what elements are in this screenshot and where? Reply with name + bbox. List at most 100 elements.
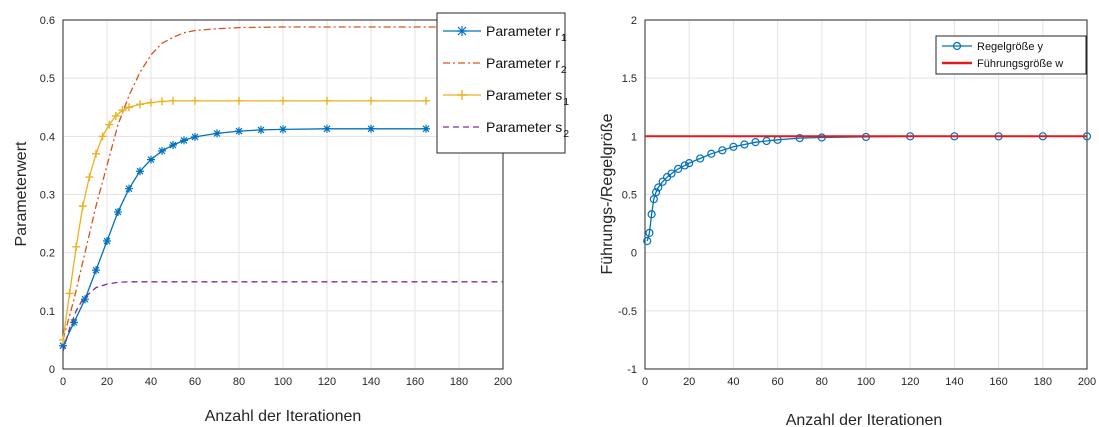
left-data-point	[114, 207, 122, 216]
left-xtick: 40	[145, 376, 157, 388]
left-data-point	[191, 96, 199, 105]
right-data-point	[647, 210, 656, 219]
right-legend-label: Führungsgröße w	[977, 58, 1063, 70]
left-data-point	[105, 120, 114, 129]
left-ytick: 0.3	[40, 190, 55, 202]
left-axes-box	[62, 19, 504, 370]
left-ytick: 0.6	[40, 15, 55, 27]
left-series-3	[62, 281, 503, 352]
left-ylabel: Parameterwert	[13, 141, 30, 246]
right-data-point	[740, 140, 749, 149]
right-ytick: -0.5	[618, 306, 637, 318]
right-data-point	[651, 188, 661, 197]
left-xtick: 180	[450, 376, 468, 388]
left-data-point	[213, 129, 221, 138]
undefined-legend-subscript: 1	[561, 32, 567, 44]
left-data-point	[422, 96, 430, 105]
left-data-point	[235, 127, 243, 136]
left-plot: 0 20 40 60 80 100 120 140 160 180 200 0 0.1 0.2 0.3 0.4…	[40, 12, 569, 388]
right-data-point	[751, 138, 760, 147]
left-data-point	[85, 173, 94, 182]
left-data-point	[367, 124, 375, 133]
left-xtick: 80	[233, 376, 245, 388]
left-data-point	[180, 136, 188, 145]
left-data-point	[136, 167, 144, 176]
right-data-point	[685, 158, 694, 168]
left-data-point	[367, 96, 375, 105]
left-legend-box	[436, 12, 566, 154]
left-data-point	[235, 96, 243, 105]
right-data-point	[658, 177, 667, 186]
left-data-point	[147, 155, 155, 164]
left-data-point	[92, 266, 100, 275]
left-data-point	[169, 96, 177, 105]
left-data-point	[279, 96, 287, 105]
left-series-0	[59, 124, 430, 350]
right-data-point	[674, 164, 683, 174]
left-legend-label: Parameter r1	[486, 23, 567, 44]
right-ytick: 0.5	[622, 190, 637, 202]
right-xtick: 200	[1078, 376, 1096, 388]
right-chart: Anzahl der Iterationen Führungs-/Regelgr…	[599, 113, 942, 427]
left-xtick: 60	[189, 376, 201, 388]
left-ytick: 0	[49, 364, 55, 376]
right-xtick: 40	[727, 376, 739, 388]
left-legend-marker	[457, 26, 467, 36]
right-data-point	[643, 236, 652, 246]
undefined-legend-subscript: 2	[561, 64, 567, 76]
right-ytick: 2	[631, 15, 637, 27]
left-legend-label: Parameter s2	[486, 119, 569, 140]
left-data-point	[323, 96, 331, 105]
right-data-point	[762, 136, 771, 146]
left-data-point	[65, 289, 74, 298]
left-series-2	[59, 96, 430, 344]
left-data-point	[169, 141, 177, 150]
left-series-line	[62, 281, 503, 352]
left-data-point	[257, 125, 265, 134]
left-data-point	[98, 132, 107, 141]
right-xtick: 180	[1034, 376, 1052, 388]
left-data-point	[70, 318, 78, 327]
left-xtick: 100	[274, 376, 292, 388]
right-legend-marker	[952, 41, 962, 51]
left-xtick: 160	[406, 376, 424, 388]
right-data-point	[795, 133, 804, 143]
right-xtick: 160	[989, 376, 1007, 388]
left-xtick: 200	[494, 376, 512, 388]
right-data-point	[667, 169, 676, 178]
chart-marks: 0 20 40 60 80 100 120 140 160 180 20000.10.20.30.4…	[40, 12, 1096, 388]
left-data-point	[323, 124, 331, 133]
right-series-0	[643, 132, 1092, 246]
left-data-point	[111, 111, 120, 120]
right-data-point	[729, 142, 738, 151]
right-data-point	[680, 161, 689, 170]
left-data-point	[81, 295, 89, 304]
right-data-point	[649, 195, 658, 204]
left-xtick: 20	[101, 376, 113, 388]
right-data-point	[707, 149, 716, 158]
left-data-point	[125, 184, 133, 193]
left-data-point	[158, 146, 166, 155]
right-xtick: 140	[945, 376, 963, 388]
right-data-point	[718, 146, 727, 155]
left-chart: Anzahl der Iterationen Parameterwert	[13, 141, 361, 425]
left-legend-marker	[457, 90, 467, 100]
left-data-point	[92, 149, 100, 158]
right-legend-box	[935, 35, 1087, 75]
right-xtick: 20	[683, 376, 695, 388]
left-data-point	[103, 237, 111, 246]
right-data-point	[645, 228, 654, 237]
left-data-point	[59, 341, 67, 350]
left-data-point	[78, 202, 87, 211]
left-ytick: 0.5	[40, 73, 55, 85]
left-data-point	[118, 106, 127, 115]
right-ylabel: Führungs-/Regelgröße	[599, 113, 616, 274]
right-legend-label: Regelgröße y	[977, 41, 1044, 53]
left-data-point	[72, 242, 81, 251]
right-data-point	[696, 154, 705, 163]
left-data-point	[136, 100, 144, 109]
right-ytick: 0	[631, 248, 637, 260]
left-data-point	[279, 125, 287, 134]
right-ytick: 1	[631, 131, 637, 143]
